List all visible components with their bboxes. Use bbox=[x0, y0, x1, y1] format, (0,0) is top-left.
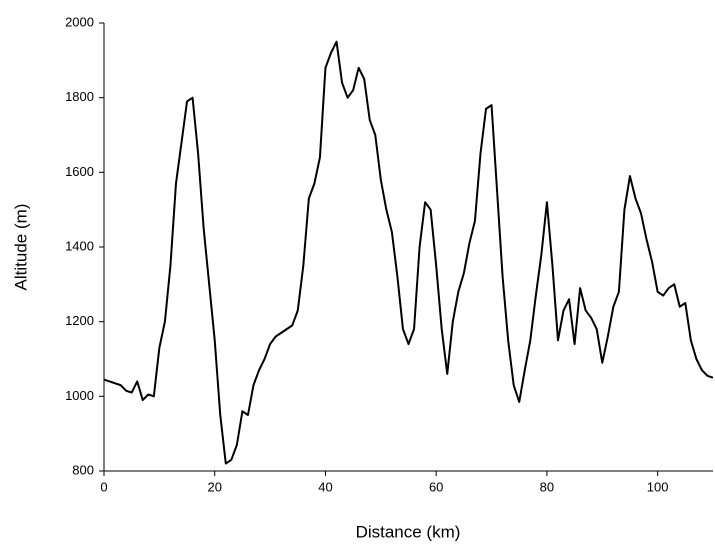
y-axis-title: Altitude (m) bbox=[11, 204, 30, 291]
y-tick-label: 1200 bbox=[65, 313, 94, 328]
x-tick-label: 0 bbox=[100, 479, 107, 494]
y-tick-label: 1000 bbox=[65, 388, 94, 403]
x-tick-label: 20 bbox=[207, 479, 221, 494]
x-tick-label: 100 bbox=[647, 479, 669, 494]
line bbox=[103, 40, 714, 465]
y-tick-label: 1600 bbox=[65, 164, 94, 179]
y-tick-label: 2000 bbox=[65, 14, 94, 29]
y-tick-label: 800 bbox=[72, 462, 94, 477]
x-tick-label: 80 bbox=[540, 479, 554, 494]
y-tick-label: 1400 bbox=[65, 238, 94, 253]
x-tick-label: 60 bbox=[429, 479, 443, 494]
x-axis-title: Distance (km) bbox=[356, 522, 461, 541]
y-tick-label: 1800 bbox=[65, 89, 94, 104]
x-tick-label: 40 bbox=[318, 479, 332, 494]
